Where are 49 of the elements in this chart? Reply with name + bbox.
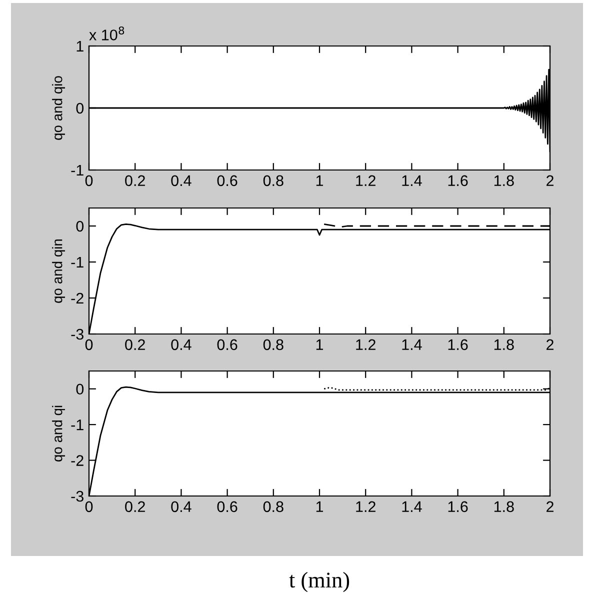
x-tick-label: 1 <box>316 175 324 186</box>
x-tick-label: 1.2 <box>356 501 376 512</box>
x-tick-label: 2 <box>546 339 554 350</box>
y-tick-label: -1 <box>71 165 84 176</box>
x-tick-label: 0.8 <box>263 501 284 512</box>
x-tick-label: 0.4 <box>171 339 192 350</box>
x-tick-label: 0 <box>85 175 93 186</box>
y-tick-label: -3 <box>71 328 84 340</box>
y-tick-label: 0 <box>76 384 84 395</box>
x-tick-label: 1.8 <box>494 175 514 186</box>
x-tick-label: 0 <box>85 501 93 512</box>
y-tick-label: -2 <box>71 292 84 304</box>
x-tick-label: 1.8 <box>494 501 514 512</box>
x-tick-label: 1.4 <box>402 339 422 350</box>
x-tick-label: 1.4 <box>402 175 422 186</box>
y-tick-label: -1 <box>71 420 84 430</box>
x-tick-label: 1.4 <box>402 501 422 512</box>
x-tick-label: 0.4 <box>171 501 192 512</box>
x-tick-label: 1 <box>316 501 324 512</box>
x-axis-title: t (min) <box>289 572 350 592</box>
y-tick-label: -2 <box>71 455 84 466</box>
x-tick-label: 0.2 <box>125 339 145 350</box>
x-tick-label: 0.2 <box>125 501 145 512</box>
x-tick-label: 2 <box>546 501 554 512</box>
x-tick-label: 0.6 <box>217 501 238 512</box>
x-tick-label: 0.2 <box>125 175 145 186</box>
text: x 10$^{8}$ <box>89 26 124 40</box>
x-tick-label: 0.6 <box>217 175 238 186</box>
y-axis-title: qo and qin <box>52 239 65 303</box>
x-tick-label: 0.6 <box>217 339 238 350</box>
y-tick-label: 0 <box>76 102 84 114</box>
x-tick-label: 0.4 <box>171 175 192 186</box>
x-tick-label: 1.8 <box>494 339 514 350</box>
y-tick-label: -1 <box>71 257 84 268</box>
x-tick-label: 1.6 <box>448 339 468 350</box>
x-tick-label: 1 <box>316 339 324 350</box>
x-tick-label: 1.2 <box>356 175 376 186</box>
x-tick-label: 1.6 <box>448 175 468 186</box>
y-tick-label: -3 <box>71 490 84 502</box>
x-tick-label: 1.6 <box>448 501 468 512</box>
y-axis-title: qo and qi <box>52 406 65 462</box>
y-tick-label: 1 <box>76 41 84 52</box>
x-tick-label: 2 <box>546 175 554 186</box>
x-tick-label: 0 <box>85 339 93 350</box>
y-axis-title: qo and qio <box>52 76 65 140</box>
x-tick-label: 1.2 <box>356 339 376 350</box>
y-tick-label: 0 <box>76 220 84 232</box>
x-tick-label: 0.8 <box>263 339 284 350</box>
x-tick-label: 0.8 <box>263 175 284 186</box>
